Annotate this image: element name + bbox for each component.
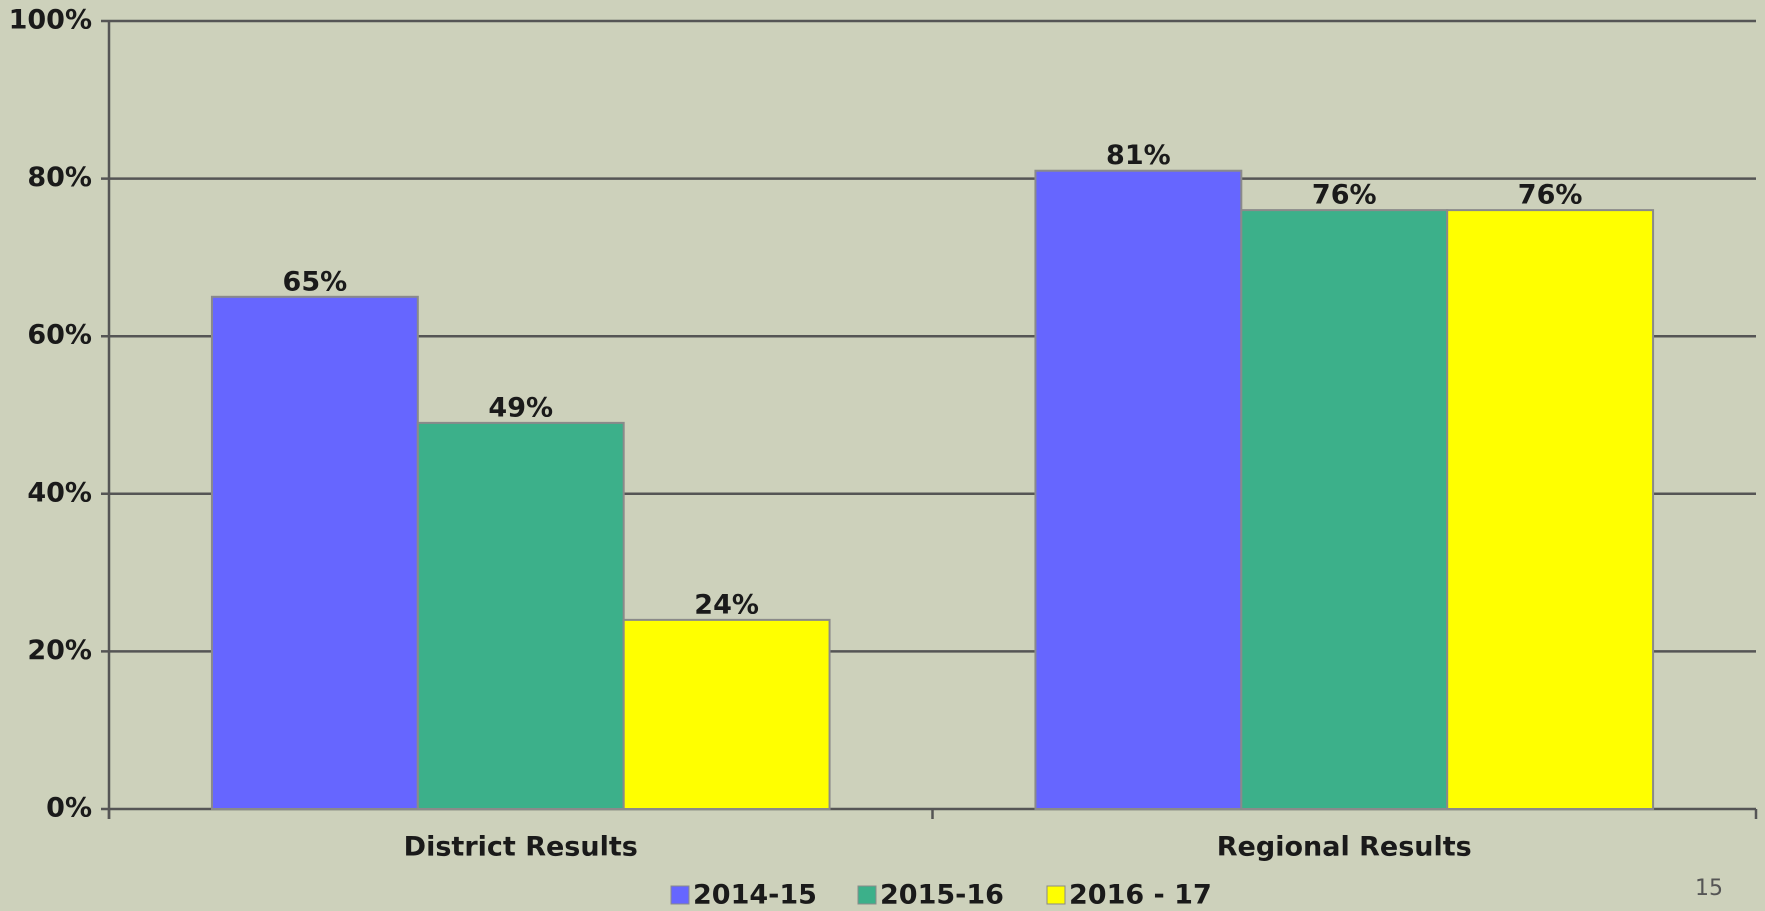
value-label: 76% [1312,180,1377,211]
bar [1034,169,1243,811]
legend-swatch [857,885,877,905]
value-label: 81% [1106,140,1171,171]
bar [1446,209,1655,810]
value-label: 24% [694,589,759,620]
value-label: 76% [1518,180,1583,211]
legend-label: 2016 - 17 [1069,880,1212,911]
legend-label: 2014-15 [693,880,817,911]
y-tick-label: 0% [46,793,92,824]
value-label: 65% [283,266,348,297]
x-tick-label: District Results [404,832,638,863]
bar [1240,209,1449,810]
y-tick-label: 40% [27,477,92,508]
y-tick-label: 60% [27,320,92,351]
y-tick-label: 100% [9,5,92,36]
y-tick-label: 20% [27,635,92,666]
bar [210,295,419,810]
page-number: 15 [1695,876,1723,901]
legend-swatch [670,885,690,905]
x-tick-label: Regional Results [1217,832,1472,863]
bar [622,618,831,810]
y-tick-label: 80% [27,162,92,193]
legend-label: 2015-16 [880,880,1004,911]
value-label: 49% [488,392,553,423]
bar [416,421,625,810]
legend-swatch [1046,885,1066,905]
